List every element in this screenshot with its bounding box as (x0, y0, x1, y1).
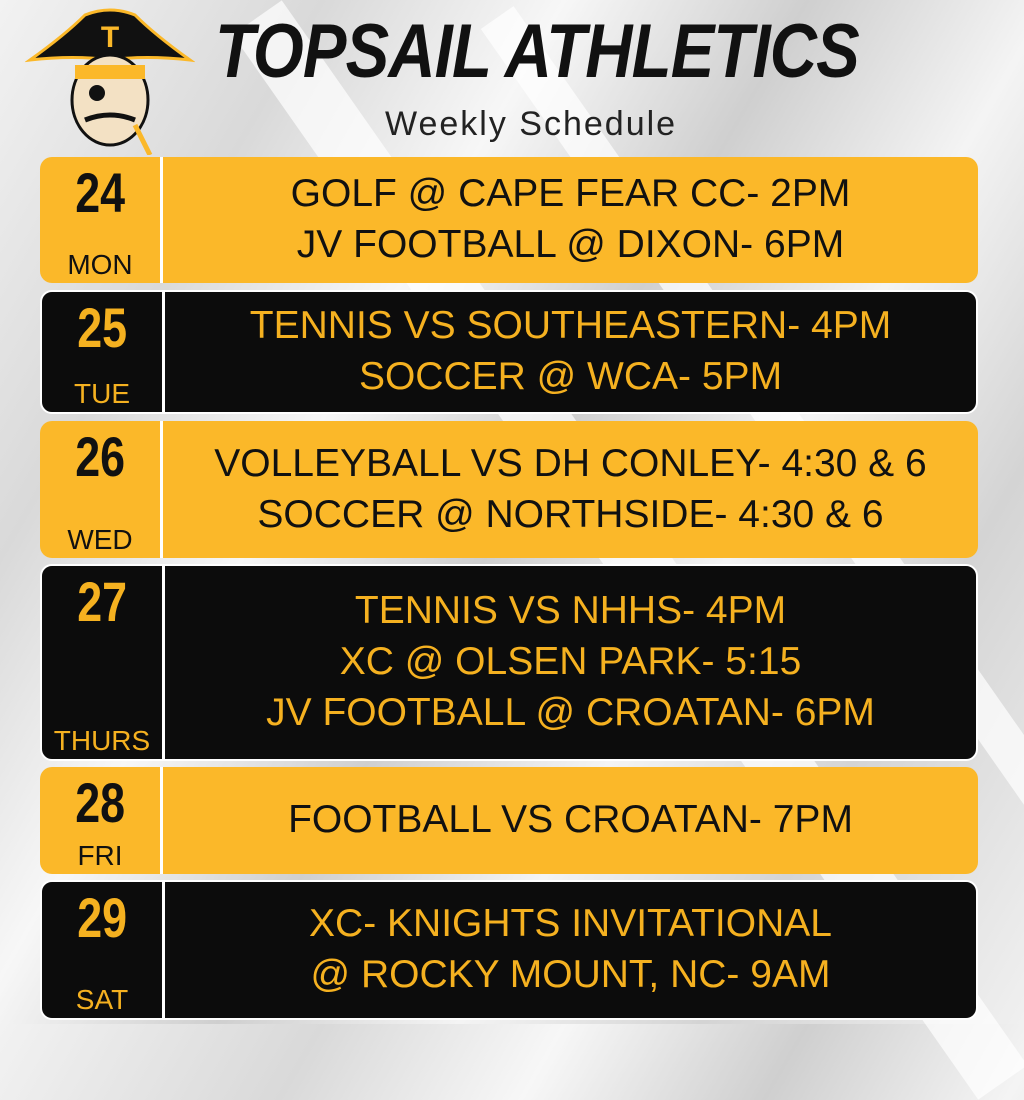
event: VOLLEYBALL VS DH CONLEY- 4:30 & 6 (214, 441, 927, 485)
event: JV FOOTBALL @ DIXON- 6PM (296, 223, 845, 266)
day-name: FRI (77, 840, 123, 871)
day-name: TUE (74, 378, 130, 409)
event: JV FOOTBALL @ CROATAN- 6PM (266, 690, 875, 734)
date-cell: 29 SAT (42, 882, 165, 1018)
day-row: 29 SAT XC- KNIGHTS INVITATIONAL @ ROCKY MOU… (40, 880, 978, 1020)
event: FOOTBALL VS CROATAN- 7PM (288, 798, 853, 842)
day-name: THURS (53, 725, 151, 756)
day-row: 25 TUE TENNIS VS SOUTHEASTERN- 4PM SOCCER @… (40, 290, 978, 414)
day-row: 26 WED VOLLEYBALL VS DH CONLEY- 4:30 & 6 SO… (40, 421, 978, 558)
event: XC @ OLSEN PARK- 5:15 (339, 640, 802, 684)
day-name: SAT (75, 984, 129, 1015)
events: VOLLEYBALL VS DH CONLEY- 4:30 & 6 SOCCER … (163, 421, 978, 558)
date-number: 26 (75, 425, 125, 488)
day-name: MON (67, 249, 133, 280)
event: SOCCER @ WCA- 5PM (358, 355, 783, 398)
events: GOLF @ CAPE FEAR CC- 2PM JV FOOTBALL @ DI… (163, 157, 978, 283)
date-cell: 24 MON (40, 157, 163, 283)
date-number: 28 (75, 771, 125, 834)
events: TENNIS VS SOUTHEASTERN- 4PM SOCCER @ WCA-… (165, 292, 976, 412)
date-cell: 27 THURS (42, 566, 165, 759)
date-number: 24 (75, 161, 125, 224)
events: FOOTBALL VS CROATAN- 7PM (163, 767, 978, 874)
events: TENNIS VS NHHS- 4PM XC @ OLSEN PARK- 5:15… (165, 566, 976, 759)
date-number: 25 (77, 296, 127, 359)
event: TENNIS VS NHHS- 4PM (354, 589, 787, 633)
day-row: 28 FRI FOOTBALL VS CROATAN- 7PM (40, 767, 978, 874)
logo: T (25, 8, 195, 155)
event: SOCCER @ NORTHSIDE- 4:30 & 6 (257, 492, 884, 536)
events: XC- KNIGHTS INVITATIONAL @ ROCKY MOUNT, N… (165, 882, 976, 1018)
date-number: 29 (77, 886, 127, 949)
day-row: 27 THURS TENNIS VS NHHS- 4PM XC @ OLSEN PAR… (40, 564, 978, 761)
date-number: 27 (77, 570, 127, 633)
event: GOLF @ CAPE FEAR CC- 2PM (290, 172, 851, 216)
subtitle: Weekly Schedule (385, 105, 678, 143)
event: TENNIS VS SOUTHEASTERN- 4PM (249, 304, 892, 348)
title: TOPSAIL ATHLETICS (215, 9, 860, 94)
day-row: 24 MON GOLF @ CAPE FEAR CC- 2PM JV FOOTBALL… (40, 157, 978, 283)
page: T TOPSAIL ATHLETICS Weekly Schedule 24 MO… (0, 0, 1024, 1024)
date-cell: 25 TUE (42, 292, 165, 412)
day-name: WED (67, 524, 133, 555)
event: XC- KNIGHTS INVITATIONAL (309, 902, 832, 946)
event: @ ROCKY MOUNT, NC- 9AM (310, 953, 831, 996)
svg-text:T: T (101, 21, 119, 54)
date-cell: 28 FRI (40, 767, 163, 874)
date-cell: 26 WED (40, 421, 163, 558)
